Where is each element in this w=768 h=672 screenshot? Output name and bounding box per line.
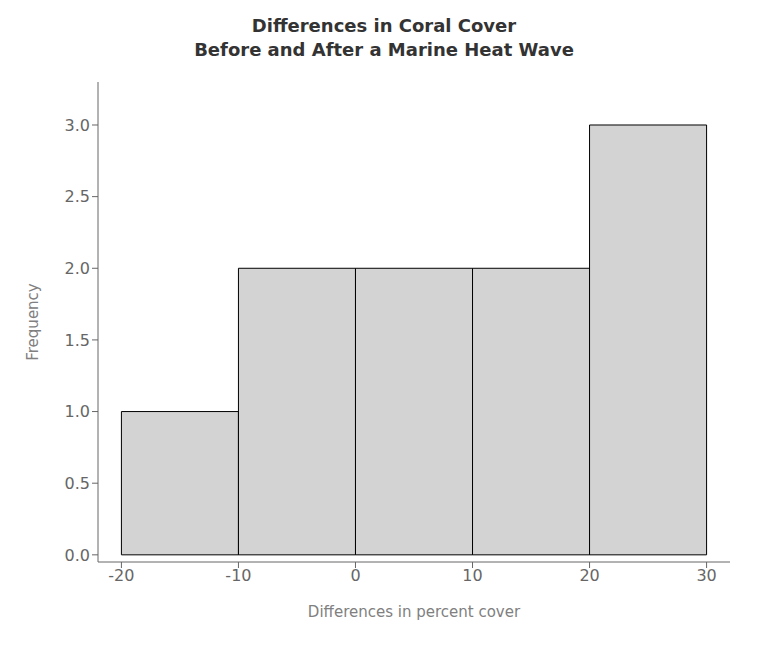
svg-text:-20: -20 [108,566,134,585]
svg-text:3.0: 3.0 [65,116,90,135]
html-text:Before and After a Marine Heat: Before and After a Marine Heat Wave [194,39,574,60]
svg-text:20: 20 [579,566,599,585]
svg-text:2.5: 2.5 [65,187,90,206]
svg-text:10: 10 [462,566,482,585]
svg-text:2.0: 2.0 [65,259,90,278]
svg-text:30: 30 [696,566,716,585]
svg-text:Differences in percent cover: Differences in percent cover [308,603,521,621]
svg-text:0: 0 [350,566,360,585]
svg-text:Frequency: Frequency [24,283,42,361]
svg-text:1.0: 1.0 [65,402,90,421]
svg-text:-10: -10 [225,566,251,585]
svg-text:0.0: 0.0 [65,546,90,565]
svg-text:0.5: 0.5 [65,474,90,493]
svg-text:1.5: 1.5 [65,331,90,350]
html-text:Differences in Coral Cover: Differences in Coral Cover [251,15,517,36]
